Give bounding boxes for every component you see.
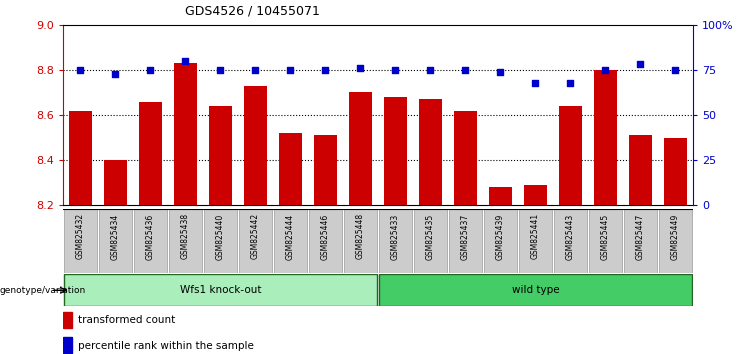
Text: GSM825443: GSM825443: [566, 213, 575, 259]
FancyBboxPatch shape: [273, 209, 308, 273]
Bar: [559, 106, 582, 205]
FancyBboxPatch shape: [99, 209, 133, 273]
Point: [390, 67, 402, 73]
FancyBboxPatch shape: [413, 209, 448, 273]
FancyBboxPatch shape: [379, 209, 412, 273]
Text: wild type: wild type: [511, 285, 559, 295]
Point: [565, 80, 576, 85]
FancyBboxPatch shape: [133, 209, 167, 273]
FancyBboxPatch shape: [169, 209, 202, 273]
FancyBboxPatch shape: [659, 209, 692, 273]
Bar: [279, 133, 302, 205]
Text: GSM825435: GSM825435: [426, 213, 435, 259]
FancyBboxPatch shape: [588, 209, 622, 273]
FancyBboxPatch shape: [239, 209, 272, 273]
Point: [599, 67, 611, 73]
Bar: [244, 86, 267, 205]
FancyBboxPatch shape: [623, 209, 657, 273]
FancyBboxPatch shape: [484, 209, 517, 273]
FancyBboxPatch shape: [519, 209, 552, 273]
Point: [319, 67, 331, 73]
Text: GSM825446: GSM825446: [321, 213, 330, 259]
Bar: [104, 160, 127, 205]
Bar: [629, 135, 652, 205]
Bar: [524, 185, 547, 205]
Text: GSM825440: GSM825440: [216, 213, 225, 259]
Text: GSM825439: GSM825439: [496, 213, 505, 259]
Text: GSM825441: GSM825441: [531, 213, 540, 259]
FancyBboxPatch shape: [64, 209, 97, 273]
Point: [250, 67, 262, 73]
Bar: [384, 97, 407, 205]
Text: GSM825437: GSM825437: [461, 213, 470, 259]
Bar: [174, 63, 197, 205]
Bar: [314, 135, 337, 205]
Bar: [349, 92, 372, 205]
FancyBboxPatch shape: [308, 209, 342, 273]
FancyBboxPatch shape: [379, 274, 692, 306]
Point: [354, 65, 366, 71]
Text: transformed count: transformed count: [78, 315, 175, 325]
Bar: [594, 70, 617, 205]
Point: [529, 80, 541, 85]
Point: [215, 67, 227, 73]
Bar: [139, 102, 162, 205]
Text: GSM825442: GSM825442: [251, 213, 260, 259]
Bar: [419, 99, 442, 205]
Text: GSM825448: GSM825448: [356, 213, 365, 259]
FancyBboxPatch shape: [554, 209, 587, 273]
Text: GDS4526 / 10455071: GDS4526 / 10455071: [185, 5, 319, 18]
Bar: [454, 110, 476, 205]
FancyBboxPatch shape: [448, 209, 482, 273]
Bar: [63, 337, 73, 353]
Text: GSM825436: GSM825436: [146, 213, 155, 259]
Text: GSM825444: GSM825444: [286, 213, 295, 259]
Point: [179, 58, 191, 64]
Text: GSM825447: GSM825447: [636, 213, 645, 259]
Point: [459, 67, 471, 73]
Text: GSM825434: GSM825434: [111, 213, 120, 259]
Point: [110, 71, 122, 76]
Text: GSM825433: GSM825433: [391, 213, 400, 259]
Point: [494, 69, 506, 75]
Bar: [664, 138, 687, 205]
Point: [669, 67, 681, 73]
Text: GSM825438: GSM825438: [181, 213, 190, 259]
Bar: [69, 110, 92, 205]
Text: Wfs1 knock-out: Wfs1 knock-out: [180, 285, 261, 295]
Text: GSM825432: GSM825432: [76, 213, 85, 259]
Text: GSM825445: GSM825445: [601, 213, 610, 259]
Point: [75, 67, 87, 73]
Text: percentile rank within the sample: percentile rank within the sample: [78, 341, 253, 351]
Point: [634, 62, 646, 67]
Bar: [63, 312, 73, 328]
Point: [285, 67, 296, 73]
Bar: [209, 106, 232, 205]
Text: GSM825449: GSM825449: [671, 213, 679, 259]
Point: [425, 67, 436, 73]
FancyBboxPatch shape: [204, 209, 237, 273]
Bar: [489, 187, 512, 205]
FancyBboxPatch shape: [344, 209, 377, 273]
FancyBboxPatch shape: [64, 274, 377, 306]
Text: genotype/variation: genotype/variation: [0, 286, 86, 295]
Point: [144, 67, 156, 73]
